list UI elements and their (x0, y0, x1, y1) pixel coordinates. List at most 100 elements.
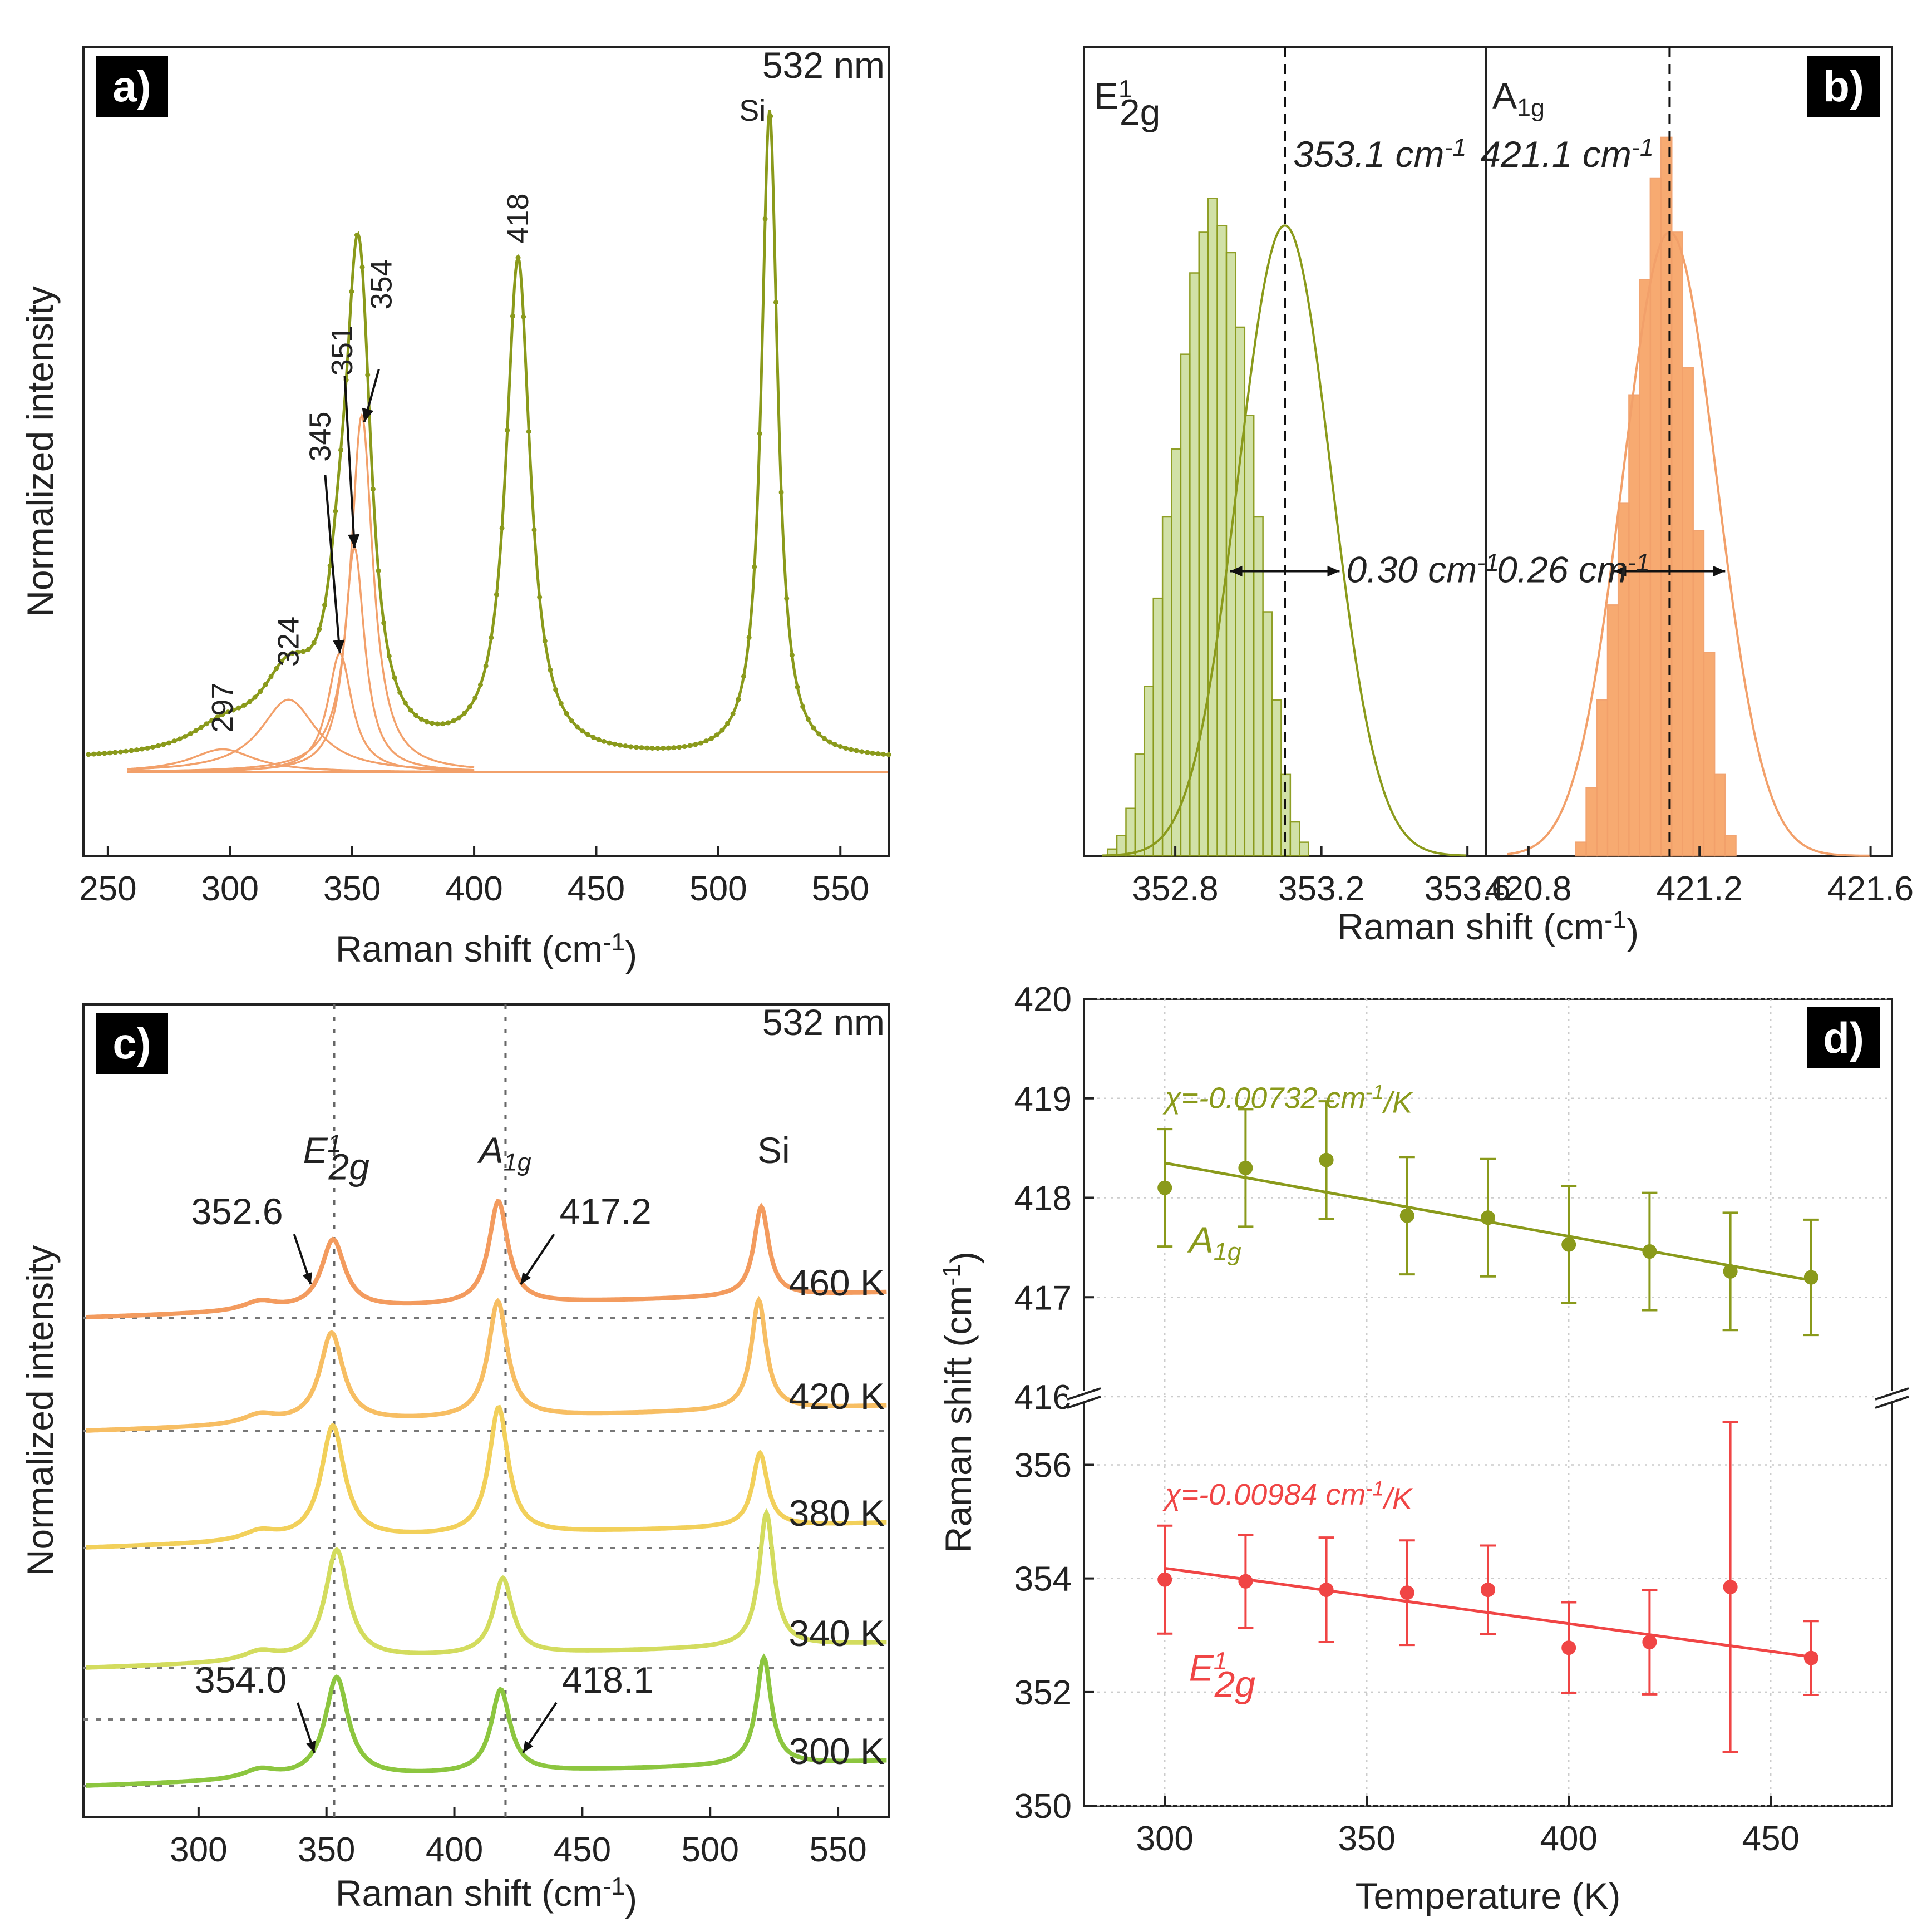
panel-b-x-axis-label-part: ) (1627, 911, 1639, 953)
panel-a-data-point (590, 735, 596, 740)
panel-a-data-point (623, 743, 628, 749)
panel-a-x-tick-label: 500 (689, 870, 747, 908)
panel-a-data-point (408, 707, 413, 713)
panel-c-laser-label: 532 nm (762, 1002, 885, 1043)
panel-a-data-point (418, 716, 424, 722)
panel-a-data-point (580, 728, 585, 734)
panel-c-temp-label-part: 340 K (789, 1613, 885, 1654)
panel-c-mode-label-part: 1g (504, 1147, 531, 1176)
panel-d-label-bg (1807, 1007, 1880, 1068)
panel-a-data-point (446, 720, 451, 726)
panel-a-data-point (693, 742, 698, 747)
panel-b-left-histogram-bar (1144, 686, 1154, 857)
panel-b-left-histogram-bar (1198, 231, 1209, 857)
panel-a-data-point (430, 721, 435, 726)
panel-a-data-point (757, 431, 762, 436)
panel-a-y-axis-label-part: Normalized intensity (19, 286, 61, 617)
panel-b-right-histogram-bar (1692, 530, 1705, 857)
panel-b-left-fwhm-label-part: -1 (1477, 548, 1499, 576)
panel-d-data-point-a1g (1803, 1270, 1818, 1285)
panel-d-y-axis-label-part: ) (943, 1251, 984, 1264)
panel-a-data-point (499, 525, 505, 531)
panel-a-peak-label: 354 (364, 259, 398, 309)
panel-a-data-point (612, 741, 618, 747)
panel-b-left-x-tick-label: 353.2 (1278, 870, 1364, 908)
panel-a-data-point (477, 682, 483, 688)
panel-a-data-point (854, 748, 859, 753)
panel-d-data-point-a1g (1157, 1180, 1172, 1195)
panel-a-data-point (736, 697, 741, 702)
panel-c-annotation-arrow-head (306, 1741, 316, 1753)
panel-a-data-point (778, 490, 784, 495)
panel-a-data-point (671, 745, 677, 751)
panel-a-data-point (456, 715, 462, 721)
panel-c-label-bg (96, 1013, 168, 1074)
panel-a-data-point (569, 718, 575, 724)
panel-b-left-center-label: 353.1 cm-1 (1293, 133, 1466, 175)
panel-b-left-histogram-bar (1134, 753, 1145, 857)
panel-d-series-label-e2g-part: E (1189, 1647, 1214, 1688)
panel-a-data-point (252, 694, 258, 700)
panel-d-y-tick-label: 418 (1014, 1180, 1072, 1218)
panel-c-x-tick-label: 400 (426, 1831, 483, 1869)
panel-d-x-tick-label-part: 400 (1540, 1820, 1597, 1858)
panel-a-data-point (300, 649, 306, 654)
panel-a-data-point (198, 724, 204, 730)
panel-a-data-point (526, 429, 531, 435)
panel-b-left-x-tick-label-part: 352.8 (1132, 870, 1219, 908)
panel-d-data-point-e2g (1319, 1583, 1334, 1598)
panel-b-left-center-label-part: -1 (1444, 133, 1466, 161)
panel-d-y-tick-label-part: 419 (1014, 1080, 1072, 1118)
panel-a-data-point (553, 687, 559, 692)
panel-c-x-tick-label-part: 500 (681, 1831, 738, 1869)
panel-a-data-point (467, 704, 472, 709)
panel-b-right-center-label-part: 421.1 cm (1480, 134, 1631, 175)
panel-d-series-label-e2g: E1 2g (1189, 1647, 1256, 1705)
panel-c-spectrum-380K (86, 1404, 887, 1550)
panel-c-temp-label: 300 K (789, 1731, 885, 1772)
panel-b-right-histogram-bar (1596, 699, 1609, 857)
panel-a-data-point (225, 709, 231, 715)
panel-a-data-point (762, 216, 768, 221)
panel-a-data-point (709, 736, 714, 741)
panel-d-data-point-a1g (1238, 1160, 1253, 1175)
panel-a-x-tick-label: 550 (812, 870, 869, 908)
panel-a-x-tick-label: 250 (79, 870, 136, 908)
panel-a-arrow-head (362, 407, 374, 422)
panel-b-left-histogram-bar (1152, 597, 1164, 857)
panel-a-data-point (188, 731, 193, 737)
panel-a-data-point (295, 649, 300, 655)
panel-a-data-point (832, 742, 838, 747)
panel-b-right-histogram-bar (1575, 841, 1587, 857)
panel-d-data-point-e2g (1481, 1583, 1495, 1598)
panel-b-right-x-tick-label: 421.6 (1827, 870, 1914, 908)
panel-d-label-part: d) (1823, 1013, 1864, 1062)
panel-a-data-point (96, 751, 102, 756)
panel-d-y-tick-label-part: 350 (1014, 1787, 1072, 1826)
panel-a-data-point (666, 745, 671, 751)
panel-a-data-point (585, 732, 591, 737)
panel-b-right-histogram-bar (1660, 136, 1673, 857)
panel-c-mode-label: Si (757, 1130, 790, 1171)
panel-d-x-tick-label-part: 450 (1742, 1820, 1799, 1858)
panel-a-data-point (564, 711, 569, 716)
panel-a-data-point (354, 232, 359, 238)
panel-c-peak-annotation-part: 418.1 (562, 1659, 654, 1701)
panel-c-x-axis-label-part: ) (625, 1878, 637, 1919)
panel-b-left-histogram-bar (1271, 699, 1282, 857)
panel-a-data-point (596, 737, 602, 742)
panel-a-data-point (279, 658, 284, 664)
panel-c-mode-label: A1g (477, 1130, 531, 1176)
panel-a-data-point (661, 745, 666, 751)
panel-d-y-tick-label-part: 418 (1014, 1180, 1072, 1218)
panel-b-label: b) (1823, 62, 1864, 111)
panel-a-x-axis-label-part: Raman shift (cm (336, 928, 603, 969)
panel-c-x-tick-label: 500 (681, 1831, 738, 1869)
panel-b-right-fwhm-label-part: -1 (1628, 548, 1650, 576)
panel-d-slope-label-a1g: χ=-0.00732 cm-1/K (1162, 1081, 1413, 1119)
panel-d-data-point-e2g (1157, 1572, 1172, 1587)
panel-a-data-point (510, 313, 515, 319)
panel-a-data-point (241, 702, 247, 708)
panel-a-data-point (880, 751, 886, 757)
